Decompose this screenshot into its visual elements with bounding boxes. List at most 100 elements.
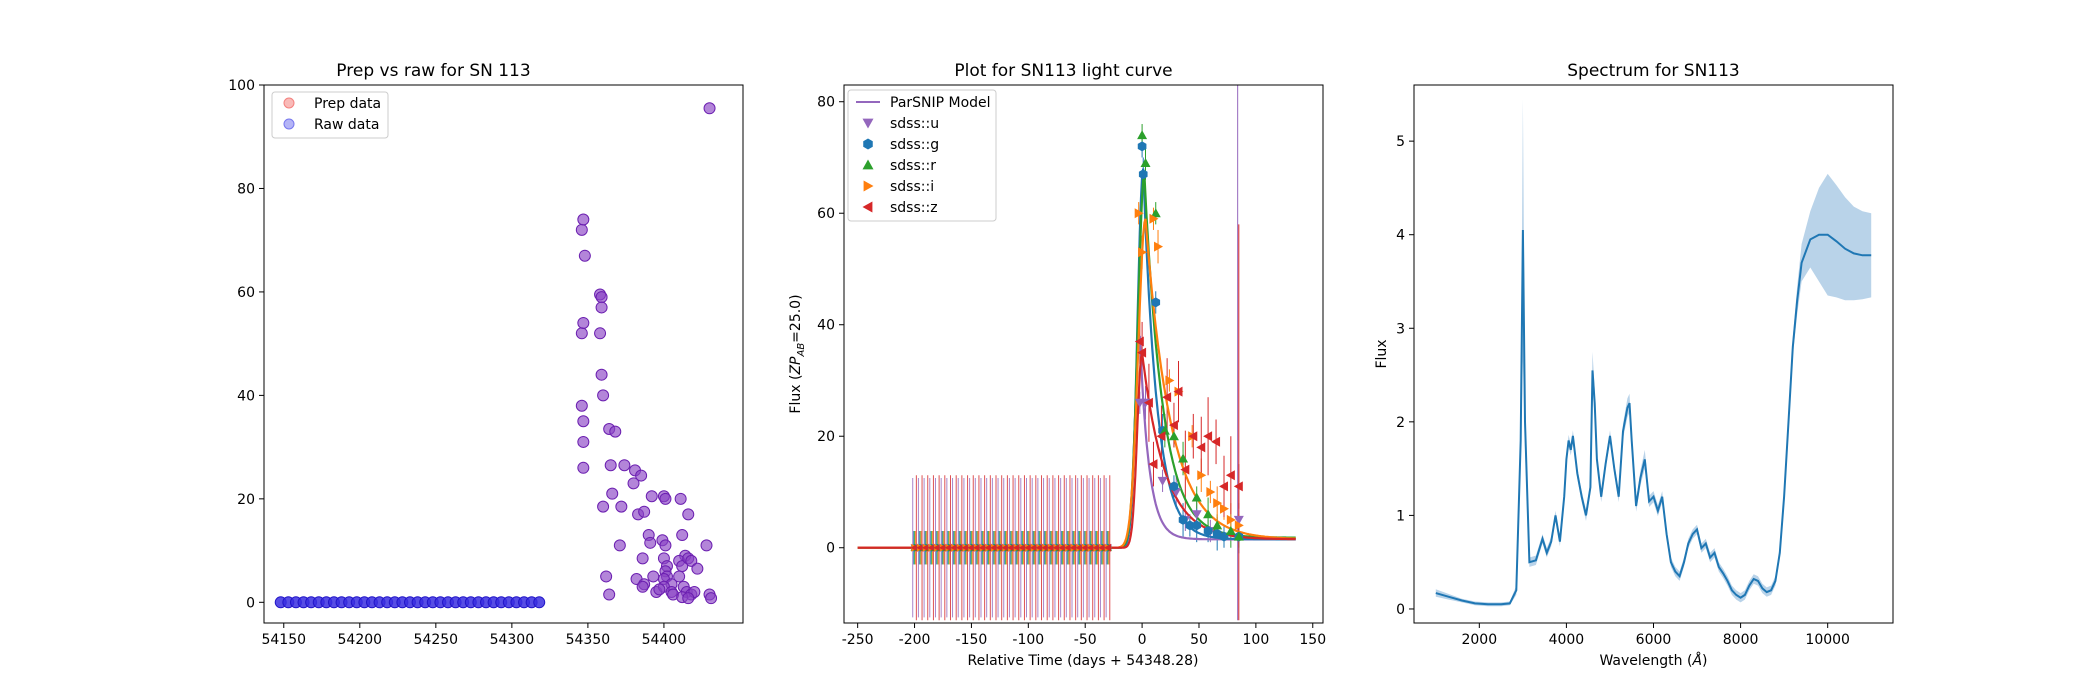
data-point xyxy=(682,508,695,521)
data-point xyxy=(577,435,590,448)
data-point xyxy=(1178,453,1189,463)
plot-frame xyxy=(263,84,744,624)
data-point xyxy=(916,543,924,552)
data-point xyxy=(1018,543,1026,552)
data-point xyxy=(1041,543,1049,552)
legend-marker-raw xyxy=(283,118,295,130)
legend: ParSNIP Model sdss::u sdss::g sdss::r sd… xyxy=(847,89,997,222)
x-label-unit: Å xyxy=(1691,652,1702,669)
data-point xyxy=(1162,392,1172,403)
data-point xyxy=(1092,543,1100,552)
data-point xyxy=(1197,470,1207,481)
data-point xyxy=(609,425,622,438)
data-point xyxy=(577,213,590,226)
data-point xyxy=(603,588,616,601)
data-point xyxy=(1165,375,1175,386)
legend-label-i: sdss::i xyxy=(890,179,934,195)
x-tick-label: -150 xyxy=(956,632,988,648)
data-point xyxy=(950,543,958,552)
data-point xyxy=(595,291,608,304)
spectrum-line xyxy=(1435,229,1872,606)
legend-label-raw: Raw data xyxy=(314,117,379,133)
data-point xyxy=(927,543,935,552)
x-tick-label: 2000 xyxy=(1461,632,1497,648)
data-point xyxy=(862,159,874,170)
data-point xyxy=(1203,509,1214,519)
y-tick-label: 80 xyxy=(237,181,255,197)
y-tick-label: 0 xyxy=(1396,602,1405,618)
data-point xyxy=(1156,431,1166,442)
data-point xyxy=(606,487,619,500)
x-tick-label: 54200 xyxy=(338,632,383,648)
uncertainty-band xyxy=(1435,99,1872,607)
legend: Prep data Raw data xyxy=(271,91,389,139)
data-point xyxy=(1151,297,1161,308)
data-point xyxy=(1157,476,1168,486)
x-tick-label: 54350 xyxy=(566,632,611,648)
data-point xyxy=(1075,543,1083,552)
x-tick-label: 8000 xyxy=(1723,632,1759,648)
data-point xyxy=(1069,543,1078,552)
data-point xyxy=(1220,503,1230,514)
data-point xyxy=(973,543,981,552)
y-tick-label: 40 xyxy=(237,388,255,404)
data-point xyxy=(1030,543,1038,552)
chart-title: Prep vs raw for SN 113 xyxy=(336,61,530,81)
legend-label-model: ParSNIP Model xyxy=(890,95,991,111)
data-point xyxy=(676,529,689,542)
data-point xyxy=(1148,459,1158,470)
spectrum-chart: Spectrum for SN113 2000 4000 6000 8000 10000… xyxy=(1374,61,1894,669)
x-label-tail: ) xyxy=(1702,653,1707,669)
data-point xyxy=(533,596,546,609)
data-point xyxy=(1192,520,1202,531)
data-point xyxy=(1225,526,1236,536)
data-point xyxy=(1196,442,1206,453)
data-point xyxy=(703,102,716,115)
data-point xyxy=(961,543,969,552)
light-curve-chart: Plot for SN113 light curve -250 -200 -150 -… xyxy=(788,61,1326,669)
data-point xyxy=(1219,481,1229,492)
y-tick-label: 100 xyxy=(228,78,255,94)
data-point xyxy=(921,543,930,552)
data-point xyxy=(1012,543,1021,552)
y-tick-label: 0 xyxy=(826,541,835,557)
data-point xyxy=(635,469,648,482)
data-point xyxy=(1137,130,1148,140)
y-tick-label: 0 xyxy=(246,595,255,611)
data-point xyxy=(862,118,874,129)
legend-label-g: sdss::g xyxy=(890,137,939,153)
plot-frame xyxy=(1413,84,1894,624)
y-tick-label: 3 xyxy=(1396,321,1405,337)
data-point xyxy=(1103,543,1112,552)
chart-title: Spectrum for SN113 xyxy=(1567,61,1740,81)
data-point xyxy=(1098,543,1106,552)
data-point xyxy=(1211,436,1221,447)
data-point xyxy=(1024,543,1032,552)
x-tick-label: 54300 xyxy=(490,632,535,648)
data-point xyxy=(638,505,651,518)
data-point xyxy=(1134,336,1144,347)
x-label-main: Wavelength ( xyxy=(1599,653,1692,669)
data-point xyxy=(978,543,987,552)
x-tick-label: 10000 xyxy=(1805,632,1850,648)
data-point xyxy=(595,301,608,314)
data-point xyxy=(910,543,918,552)
x-tick-label: 150 xyxy=(1299,632,1326,648)
data-point xyxy=(615,500,628,513)
data-point xyxy=(659,492,672,505)
legend-label-u: sdss::u xyxy=(890,116,939,132)
data-point xyxy=(627,477,640,490)
data-point xyxy=(1233,531,1244,541)
data-point xyxy=(1225,470,1235,481)
data-point xyxy=(594,327,607,340)
data-point xyxy=(1173,386,1183,397)
x-tick-label: 100 xyxy=(1243,632,1270,648)
data-point xyxy=(1206,486,1216,497)
data-point xyxy=(1233,515,1244,525)
prep-vs-raw-chart: Prep vs raw for SN 113 54150 54200 54250 54… xyxy=(228,61,744,648)
data-point xyxy=(636,552,649,565)
legend-label-prep: Prep data xyxy=(314,96,381,112)
data-point xyxy=(1154,241,1164,252)
legend-marker-prep xyxy=(283,97,295,109)
data-point xyxy=(705,592,718,605)
